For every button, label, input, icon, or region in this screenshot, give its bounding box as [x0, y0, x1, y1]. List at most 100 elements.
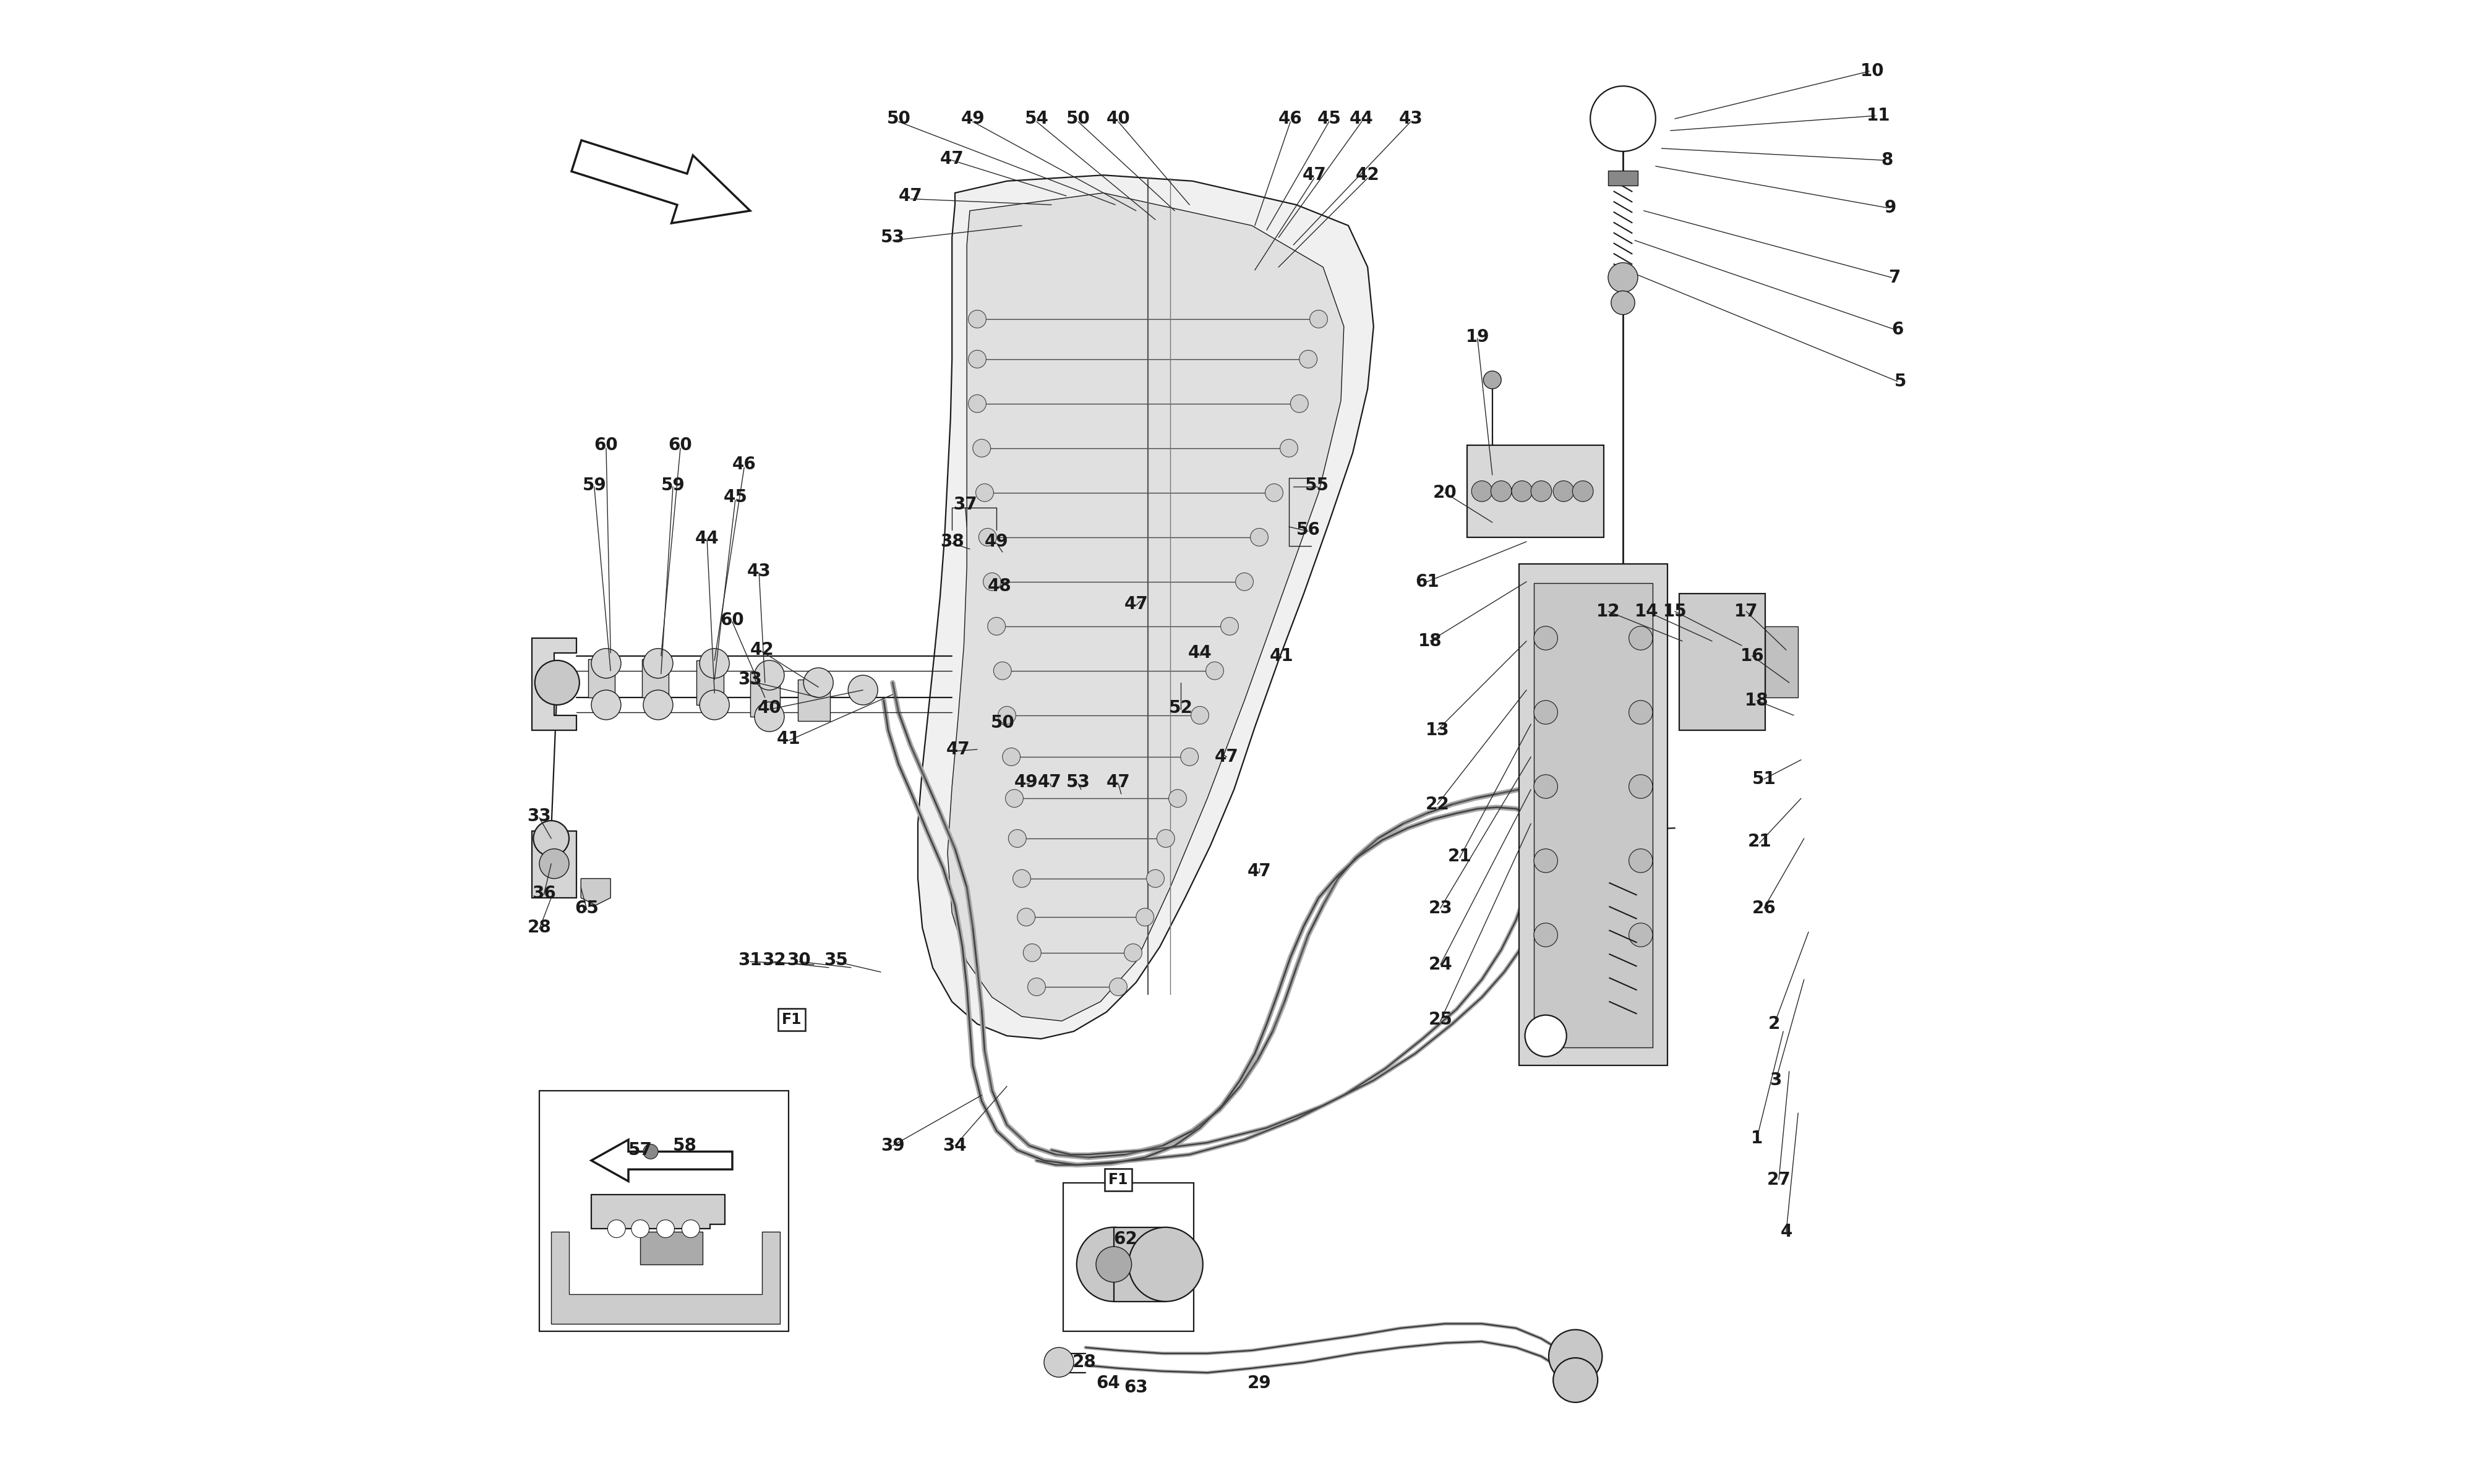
Bar [1680, 594, 1766, 730]
Text: 23: 23 [1427, 899, 1452, 917]
Circle shape [1205, 662, 1225, 680]
Text: 47: 47 [1301, 166, 1326, 184]
Circle shape [1123, 944, 1143, 962]
Circle shape [967, 350, 987, 368]
Text: 28: 28 [1071, 1353, 1096, 1371]
Circle shape [1309, 310, 1329, 328]
Text: 1: 1 [1752, 1129, 1761, 1147]
Text: 33: 33 [737, 671, 762, 689]
Text: 42: 42 [1356, 166, 1380, 184]
Polygon shape [581, 879, 611, 905]
Text: 20: 20 [1432, 484, 1457, 502]
Text: 63: 63 [1123, 1379, 1148, 1396]
Polygon shape [918, 175, 1373, 1039]
Text: 33: 33 [527, 807, 552, 825]
Text: 61: 61 [1415, 573, 1440, 591]
Circle shape [1096, 1247, 1131, 1282]
Text: 29: 29 [1247, 1374, 1272, 1392]
Text: 58: 58 [673, 1137, 698, 1155]
Circle shape [1573, 481, 1593, 502]
Text: 47: 47 [898, 187, 923, 205]
Bar [589, 659, 616, 697]
Text: 13: 13 [1425, 721, 1450, 739]
Text: 22: 22 [1425, 795, 1450, 813]
Circle shape [1128, 1227, 1202, 1301]
Text: 47: 47 [1123, 595, 1148, 613]
Text: 41: 41 [1269, 647, 1294, 665]
Text: 36: 36 [532, 884, 557, 902]
Circle shape [1009, 830, 1027, 847]
Text: 40: 40 [757, 699, 782, 717]
Circle shape [967, 310, 987, 328]
Text: 44: 44 [695, 530, 720, 548]
Circle shape [1534, 923, 1559, 947]
Text: 39: 39 [881, 1137, 905, 1155]
Polygon shape [641, 1232, 703, 1264]
Text: 10: 10 [1860, 62, 1885, 80]
Circle shape [643, 649, 673, 678]
Text: 5: 5 [1895, 372, 1907, 390]
Circle shape [1004, 789, 1024, 807]
Circle shape [1076, 1227, 1150, 1301]
Text: 25: 25 [1427, 1011, 1452, 1028]
Bar [539, 1091, 789, 1331]
Circle shape [539, 849, 569, 879]
Circle shape [1524, 1015, 1566, 1057]
Bar [750, 672, 779, 717]
Bar [1519, 564, 1667, 1066]
Text: 43: 43 [747, 562, 772, 580]
Circle shape [1190, 706, 1210, 724]
Circle shape [1299, 350, 1316, 368]
Text: 27: 27 [1766, 1171, 1791, 1189]
Text: 18: 18 [1418, 632, 1442, 650]
Text: 21: 21 [1447, 847, 1472, 865]
Polygon shape [532, 638, 576, 730]
Polygon shape [948, 193, 1343, 1021]
Circle shape [967, 395, 987, 413]
Text: 60: 60 [594, 436, 618, 454]
Circle shape [1158, 830, 1175, 847]
Text: 24: 24 [1427, 956, 1452, 974]
Text: 31: 31 [737, 951, 762, 969]
Text: 34: 34 [943, 1137, 967, 1155]
Text: 30: 30 [787, 951, 811, 969]
Text: 7: 7 [1888, 269, 1900, 286]
Circle shape [1235, 573, 1254, 591]
Text: 49: 49 [1014, 773, 1039, 791]
Text: 60: 60 [668, 436, 693, 454]
Circle shape [1554, 481, 1573, 502]
Text: 53: 53 [881, 229, 905, 246]
Bar [1766, 626, 1799, 697]
Circle shape [1628, 775, 1653, 798]
Circle shape [700, 649, 730, 678]
Circle shape [643, 690, 673, 720]
Text: 38: 38 [940, 533, 965, 551]
Circle shape [849, 675, 878, 705]
Circle shape [1168, 789, 1188, 807]
Circle shape [591, 690, 621, 720]
Text: 12: 12 [1596, 603, 1620, 620]
Text: 16: 16 [1739, 647, 1764, 665]
Circle shape [1017, 908, 1034, 926]
Text: 46: 46 [732, 456, 757, 473]
Circle shape [609, 1220, 626, 1238]
Circle shape [982, 573, 1002, 591]
Text: 52: 52 [1168, 699, 1192, 717]
Circle shape [1591, 86, 1655, 151]
Text: 49: 49 [985, 533, 1009, 551]
Text: 47: 47 [940, 150, 965, 168]
Text: 8: 8 [1880, 151, 1893, 169]
Circle shape [1628, 849, 1653, 873]
Text: 57: 57 [628, 1141, 653, 1159]
Circle shape [1220, 617, 1239, 635]
Circle shape [1554, 1358, 1598, 1402]
Circle shape [1549, 1330, 1603, 1383]
Circle shape [1279, 439, 1299, 457]
Text: 9: 9 [1885, 199, 1895, 217]
Circle shape [1534, 849, 1559, 873]
Circle shape [683, 1220, 700, 1238]
Circle shape [972, 439, 990, 457]
Text: 45: 45 [1316, 110, 1341, 128]
Circle shape [1291, 395, 1309, 413]
Text: 46: 46 [1279, 110, 1301, 128]
